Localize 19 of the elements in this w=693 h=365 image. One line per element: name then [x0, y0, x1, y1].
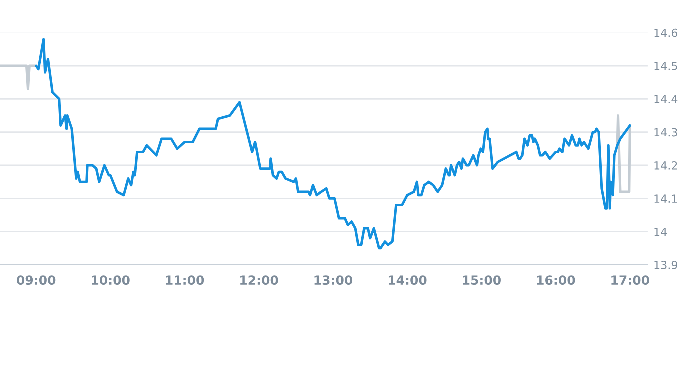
y-tick-label: 14.6 [654, 28, 678, 38]
y-tick-label: 14.4 [654, 95, 678, 104]
y-tick-label: 14.5 [654, 62, 678, 70]
line-series [35, 38, 632, 250]
y-tick-label: 14.2 [654, 161, 678, 170]
y-tick-label: 14.1 [654, 194, 678, 203]
y-tick-label: 14.3 [654, 128, 678, 137]
x-tick-label: 14:00 [388, 276, 427, 286]
x-tick-label: 13:00 [314, 276, 353, 286]
line-series [616, 114, 632, 194]
x-tick-label: 12:00 [240, 276, 278, 286]
y-tick-label: 14 [654, 228, 668, 236]
x-tick-label: 11:00 [166, 276, 204, 286]
x-tick-label: 16:00 [537, 276, 576, 286]
x-tick-label: 17:00 [612, 276, 650, 286]
x-tick-label: 10:00 [92, 276, 130, 286]
x-tick-label: 09:00 [17, 276, 56, 286]
x-tick-label: 15:00 [463, 276, 501, 286]
y-tick-label: 13.9 [654, 260, 678, 270]
